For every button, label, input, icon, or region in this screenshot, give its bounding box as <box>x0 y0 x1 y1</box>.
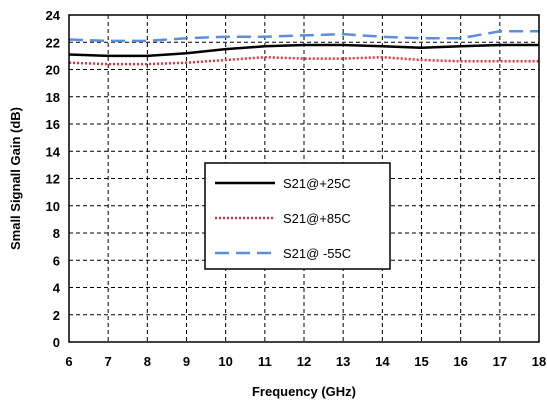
series-line-3 <box>68 30 539 43</box>
x-tick-label: 14 <box>375 354 390 369</box>
plot-frame <box>68 14 540 343</box>
y-tick-label: 0 <box>53 335 60 350</box>
y-axis-label: Small Signall Gain (dB) <box>8 107 23 250</box>
y-tick-label: 12 <box>46 172 60 187</box>
y-tick-label: 18 <box>46 90 60 105</box>
series-lines <box>68 30 539 66</box>
y-tick-label: 14 <box>46 144 61 159</box>
x-tick-label: 12 <box>297 354 311 369</box>
x-tick-label: 6 <box>65 354 72 369</box>
y-tick-label: 16 <box>46 117 60 132</box>
y-tick-label: 6 <box>53 253 60 268</box>
y-tick-label: 4 <box>53 281 61 296</box>
x-tick-label: 9 <box>183 354 190 369</box>
legend: S21@+25C S21@+85C S21@ -55C <box>204 162 391 270</box>
y-tick-label: 22 <box>46 35 60 50</box>
x-tick-label: 7 <box>105 354 112 369</box>
x-tick-labels: 6 7 8 9 10 11 12 13 14 15 16 17 18 <box>65 354 546 369</box>
y-tick-label: 20 <box>46 63 60 78</box>
x-tick-label: 10 <box>218 354 232 369</box>
legend-label: S21@ -55C <box>283 246 351 261</box>
legend-label: S21@+25C <box>283 176 351 191</box>
y-tick-label: 24 <box>46 8 61 23</box>
legend-items: S21@+25C S21@+85C S21@ -55C <box>215 176 351 261</box>
y-tick-label: 10 <box>46 199 60 214</box>
y-tick-label: 8 <box>53 226 60 241</box>
legend-box <box>204 162 391 270</box>
x-tick-label: 11 <box>258 354 272 369</box>
x-tick-label: 18 <box>532 354 546 369</box>
x-tick-label: 16 <box>453 354 467 369</box>
x-tick-label: 15 <box>414 354 428 369</box>
series-line-2 <box>68 55 539 66</box>
x-tick-label: 13 <box>336 354 350 369</box>
x-tick-label: 17 <box>493 354 507 369</box>
legend-label: S21@+85C <box>283 211 351 226</box>
x-axis-label: Frequency (GHz) <box>252 384 356 399</box>
y-tick-label: 2 <box>53 308 60 323</box>
series-line-1 <box>68 43 539 58</box>
x-tick-label: 8 <box>144 354 151 369</box>
